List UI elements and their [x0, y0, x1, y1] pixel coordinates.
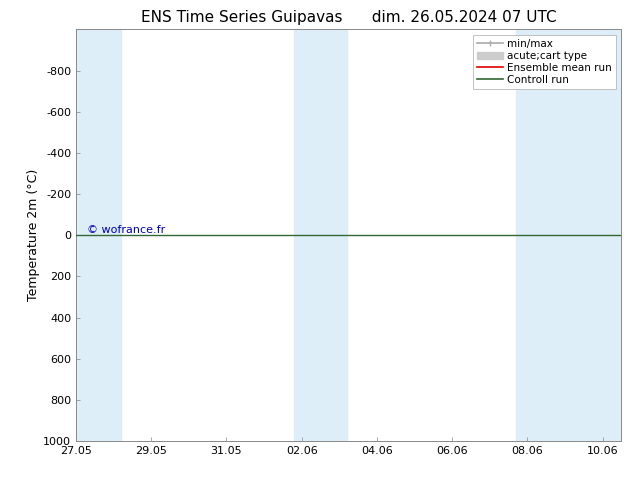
Y-axis label: Temperature 2m (°C): Temperature 2m (°C) — [27, 169, 41, 301]
Title: ENS Time Series Guipavas      dim. 26.05.2024 07 UTC: ENS Time Series Guipavas dim. 26.05.2024… — [141, 10, 557, 25]
Bar — [76, 29, 121, 441]
Text: © wofrance.fr: © wofrance.fr — [87, 225, 165, 235]
Bar — [516, 29, 621, 441]
Bar — [294, 29, 347, 441]
Legend: min/max, acute;cart type, Ensemble mean run, Controll run: min/max, acute;cart type, Ensemble mean … — [473, 35, 616, 89]
